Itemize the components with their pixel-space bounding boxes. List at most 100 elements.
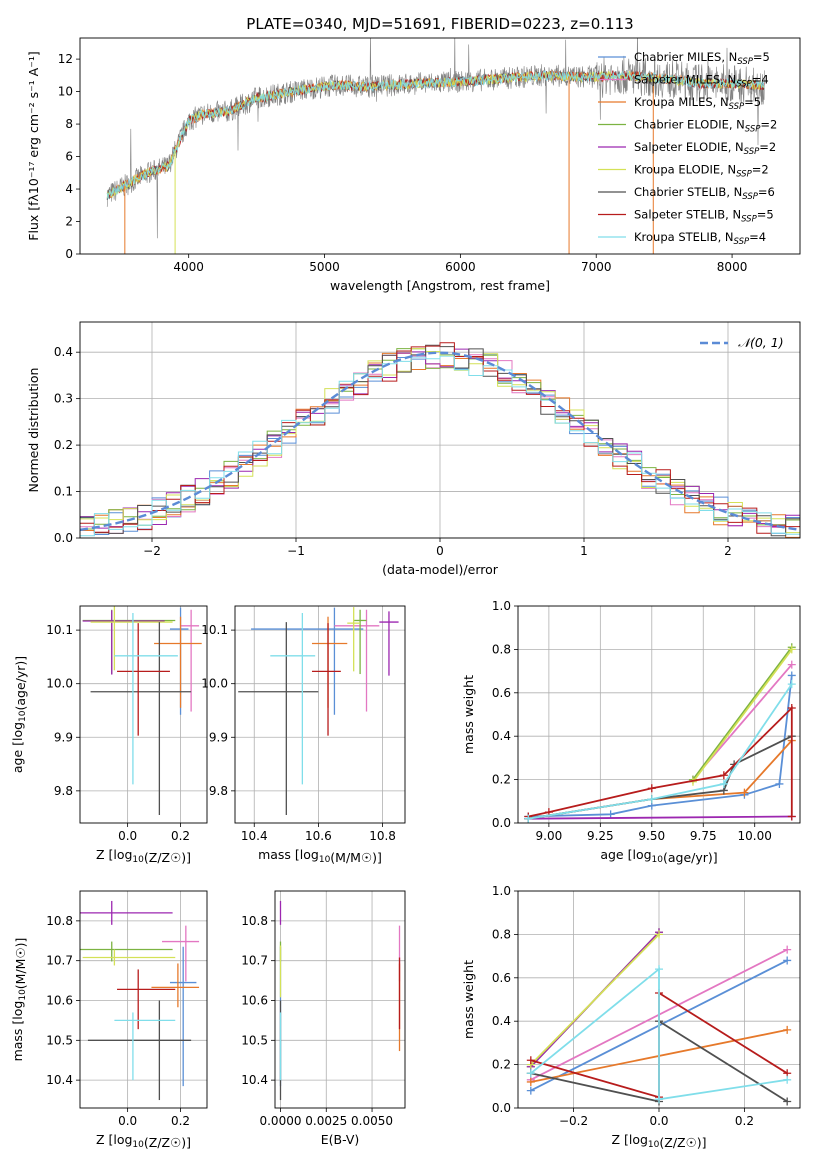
y-tick-label: 1.0 xyxy=(492,884,511,898)
x-tick-label: 8000 xyxy=(717,260,748,274)
x-tick-label: −2 xyxy=(143,544,161,558)
weight-marker-salpeter_stelib xyxy=(787,812,796,821)
weight-marker-kroupa_stelib xyxy=(655,1095,663,1104)
axes-frame xyxy=(79,321,801,539)
legend-label: Salpeter STELIB, NSSP=5 xyxy=(634,208,774,225)
y-tick-label: 8 xyxy=(65,117,73,131)
x-tick-label: 0 xyxy=(436,544,444,558)
axes-frame xyxy=(79,605,208,824)
weight-marker-chabrier_miles xyxy=(526,1086,535,1095)
x-tick-label: 10.00 xyxy=(738,829,772,843)
gaussian-curve xyxy=(80,351,800,532)
plot-area-mass_vs_Z xyxy=(80,891,207,1108)
y-tick-label: 0.2 xyxy=(492,1058,511,1072)
axes-frame xyxy=(79,890,208,1109)
x-tick-label: 5000 xyxy=(309,260,340,274)
y-tick-label: 4 xyxy=(65,182,73,196)
weight-marker-salpeter_miles xyxy=(787,660,796,669)
x-tick-label: 7000 xyxy=(581,260,612,274)
plot-area-spectrum xyxy=(106,38,765,254)
x-axis-label: wavelength [Angstrom, rest frame] xyxy=(330,278,550,293)
y-tick-label: 0.2 xyxy=(54,438,73,452)
weight-line-kroupa_stelib xyxy=(528,683,793,820)
weight-marker-kroupa_stelib xyxy=(524,814,533,823)
weight-line-salpeter_elodie xyxy=(528,815,792,820)
y-axis-label: Normed distribution xyxy=(26,368,41,493)
y-tick-label: 9.9 xyxy=(209,730,228,744)
y-axis-label: age [log10(age/yr)] xyxy=(10,656,28,773)
y-axis-label: mass weight xyxy=(461,960,476,1039)
y-tick-label: 0.6 xyxy=(492,971,511,985)
plot-area-age_vs_mass xyxy=(235,606,405,823)
x-tick-label: 1 xyxy=(580,544,588,558)
y-tick-label: 2 xyxy=(65,215,73,229)
panel-residuals: −2 −1 0 1 2 0.0 0.1 0.2 0.3 0.4 (data-model)/error… xyxy=(26,321,801,577)
plot-area-mass_vs_ebv xyxy=(275,891,405,1108)
y-tick-label: 10.4 xyxy=(241,1073,268,1087)
plot-area-weight_vs_Z xyxy=(518,891,800,1108)
y-tick-label: 0.0 xyxy=(54,531,73,545)
y-tick-label: 6 xyxy=(65,150,73,164)
weight-marker-chabrier_miles xyxy=(787,671,796,680)
spectrum-legend: Chabrier MILES, NSSP=5 Salpeter MILES, NS… xyxy=(598,50,777,247)
model-spectrum-kroupa_stelib xyxy=(106,70,765,199)
x-tick-label: 10.6 xyxy=(305,829,332,843)
histogram-kroupa_elodie xyxy=(80,348,800,534)
weight-line-chabrier_elodie xyxy=(692,646,793,781)
weight-line-chabrier_miles xyxy=(528,675,793,818)
y-tick-label: 10.7 xyxy=(46,954,73,968)
weight-line-chabrier_stelib xyxy=(528,735,793,820)
legend-label: Chabrier ELODIE, NSSP=2 xyxy=(634,118,777,135)
weight-marker-salpeter_stelib xyxy=(647,784,656,793)
x-axis-label: E(B-V) xyxy=(321,1132,360,1147)
plot-area-weight_vs_age xyxy=(518,606,800,823)
panel-mass_vs_ebv: 0.0000 0.0025 0.0050 10.4 10.5 10.6 10.7 10.8 E(… xyxy=(241,890,406,1147)
model-spectrum-chabrier_stelib xyxy=(106,69,765,200)
model-spectrum-kroupa_elodie xyxy=(106,70,765,199)
weight-marker-kroupa_elodie xyxy=(787,645,796,654)
y-tick-label: 10.1 xyxy=(201,623,228,637)
weight-marker-kroupa_elodie xyxy=(655,930,663,939)
y-tick-label: 1.0 xyxy=(492,599,511,613)
legend-label: Kroupa ELODIE, NSSP=2 xyxy=(634,163,769,180)
y-axis-label: mass weight xyxy=(461,675,476,754)
y-tick-label: 0.3 xyxy=(54,392,73,406)
y-tick-label: 10.5 xyxy=(241,1033,268,1047)
y-tick-label: 0.4 xyxy=(54,345,73,359)
weight-marker-kroupa_stelib xyxy=(719,779,728,788)
x-axis-label: (data-model)/error xyxy=(382,562,499,577)
y-tick-label: 0.2 xyxy=(492,773,511,787)
weight-marker-salpeter_miles xyxy=(783,945,792,954)
x-tick-label: 10.4 xyxy=(241,829,268,843)
y-tick-label: 10.5 xyxy=(46,1033,73,1047)
weight-line-kroupa_elodie xyxy=(692,648,793,783)
weight-marker-chabrier_miles xyxy=(606,810,615,819)
legend-label: Chabrier STELIB, NSSP=6 xyxy=(634,185,775,202)
y-tick-label: 0.4 xyxy=(492,729,511,743)
histogram-kroupa_stelib xyxy=(80,355,800,537)
y-tick-label: 10.6 xyxy=(241,993,268,1007)
weight-marker-kroupa_miles xyxy=(526,1077,535,1086)
weight-marker-salpeter_stelib xyxy=(787,703,796,712)
legend-label: Salpeter ELODIE, NSSP=2 xyxy=(634,140,776,157)
y-tick-label: 10.6 xyxy=(46,993,73,1007)
x-tick-label: 9.00 xyxy=(536,829,563,843)
x-tick-label: 0.2 xyxy=(735,1114,754,1128)
x-axis-label: age [log10(age/yr)] xyxy=(600,847,717,865)
x-axis-label: Z [log10(Z/Z☉)] xyxy=(96,847,191,865)
x-tick-label: 0.0025 xyxy=(305,1114,347,1128)
weight-marker-chabrier_miles xyxy=(783,956,792,965)
histogram-salpeter_stelib xyxy=(80,342,800,534)
weight-marker-kroupa_stelib xyxy=(783,1075,792,1084)
x-tick-label: 0.2 xyxy=(171,1114,190,1128)
panel-age_vs_Z: 0.0 0.2 9.8 9.9 10.0 10.1 Z [log10(Z/Z☉)] age [… xyxy=(10,605,208,865)
y-tick-label: 9.8 xyxy=(54,784,73,798)
axes-frame xyxy=(274,890,406,1109)
y-tick-label: 10 xyxy=(58,85,73,99)
y-tick-label: 10.1 xyxy=(46,623,73,637)
x-tick-label: 9.25 xyxy=(587,829,614,843)
weight-marker-salpeter_stelib xyxy=(526,1056,535,1065)
weight-marker-kroupa_stelib xyxy=(647,795,656,804)
panel-weight_vs_Z: −0.2 0.0 0.2 0.0 0.2 0.4 0.6 0.8 1.0 Z [log10(Z/Z… xyxy=(461,884,801,1150)
